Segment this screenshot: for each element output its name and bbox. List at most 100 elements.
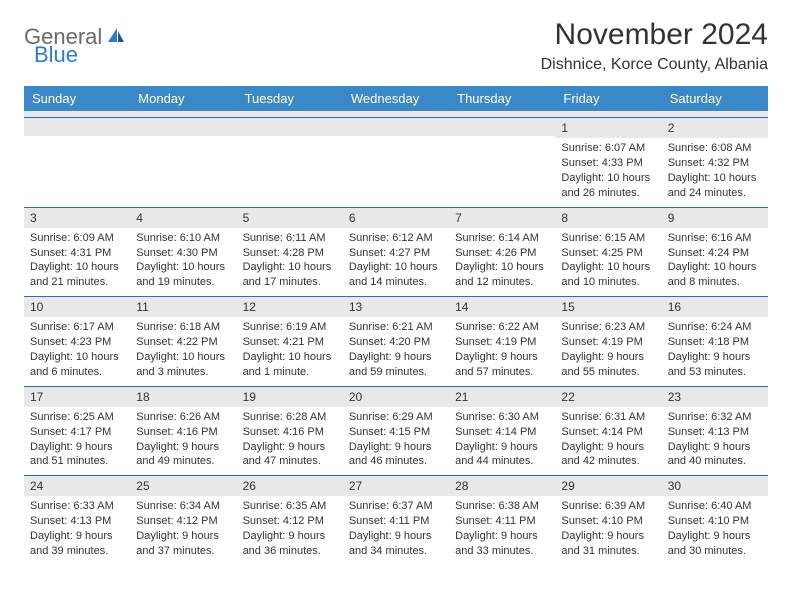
day-number: 21	[449, 387, 555, 407]
day-number: 28	[449, 476, 555, 496]
week-row: 17Sunrise: 6:25 AMSunset: 4:17 PMDayligh…	[24, 386, 768, 476]
day-number	[237, 118, 343, 136]
sunrise-text: Sunrise: 6:35 AM	[243, 499, 337, 514]
weekday-header-cell: Tuesday	[237, 86, 343, 111]
sunset-text: Sunset: 4:17 PM	[30, 425, 124, 440]
daylight-text: Daylight: 9 hours and 36 minutes.	[243, 529, 337, 559]
sunrise-text: Sunrise: 6:09 AM	[30, 231, 124, 246]
weekday-header-cell: Wednesday	[343, 86, 449, 111]
day-cell	[343, 118, 449, 207]
day-number: 1	[555, 118, 661, 138]
daylight-text: Daylight: 10 hours and 21 minutes.	[30, 260, 124, 290]
sunset-text: Sunset: 4:32 PM	[668, 156, 762, 171]
logo-sail-icon	[106, 26, 126, 49]
day-number: 26	[237, 476, 343, 496]
day-cell	[237, 118, 343, 207]
sunrise-text: Sunrise: 6:08 AM	[668, 141, 762, 156]
day-cell: 21Sunrise: 6:30 AMSunset: 4:14 PMDayligh…	[449, 387, 555, 476]
daylight-text: Daylight: 10 hours and 19 minutes.	[136, 260, 230, 290]
daylight-text: Daylight: 10 hours and 24 minutes.	[668, 171, 762, 201]
day-number: 12	[237, 297, 343, 317]
sunrise-text: Sunrise: 6:34 AM	[136, 499, 230, 514]
sunset-text: Sunset: 4:12 PM	[243, 514, 337, 529]
sunset-text: Sunset: 4:13 PM	[30, 514, 124, 529]
week-row: 3Sunrise: 6:09 AMSunset: 4:31 PMDaylight…	[24, 207, 768, 297]
weeks-container: 1Sunrise: 6:07 AMSunset: 4:33 PMDaylight…	[24, 117, 768, 565]
sunrise-text: Sunrise: 6:37 AM	[349, 499, 443, 514]
day-number	[24, 118, 130, 136]
sunset-text: Sunset: 4:14 PM	[455, 425, 549, 440]
sunrise-text: Sunrise: 6:25 AM	[30, 410, 124, 425]
day-cell	[130, 118, 236, 207]
day-cell: 19Sunrise: 6:28 AMSunset: 4:16 PMDayligh…	[237, 387, 343, 476]
sunset-text: Sunset: 4:14 PM	[561, 425, 655, 440]
weekday-header-cell: Saturday	[662, 86, 768, 111]
day-number: 6	[343, 208, 449, 228]
sunrise-text: Sunrise: 6:31 AM	[561, 410, 655, 425]
weekday-header-cell: Sunday	[24, 86, 130, 111]
sunset-text: Sunset: 4:30 PM	[136, 246, 230, 261]
sunset-text: Sunset: 4:18 PM	[668, 335, 762, 350]
day-number	[343, 118, 449, 136]
sunrise-text: Sunrise: 6:23 AM	[561, 320, 655, 335]
sunset-text: Sunset: 4:19 PM	[561, 335, 655, 350]
day-cell: 13Sunrise: 6:21 AMSunset: 4:20 PMDayligh…	[343, 297, 449, 386]
day-cell: 4Sunrise: 6:10 AMSunset: 4:30 PMDaylight…	[130, 208, 236, 297]
daylight-text: Daylight: 9 hours and 37 minutes.	[136, 529, 230, 559]
weekday-header-cell: Thursday	[449, 86, 555, 111]
day-cell: 6Sunrise: 6:12 AMSunset: 4:27 PMDaylight…	[343, 208, 449, 297]
location-text: Dishnice, Korce County, Albania	[541, 56, 768, 74]
day-number: 30	[662, 476, 768, 496]
daylight-text: Daylight: 10 hours and 6 minutes.	[30, 350, 124, 380]
daylight-text: Daylight: 10 hours and 10 minutes.	[561, 260, 655, 290]
day-number: 16	[662, 297, 768, 317]
day-number: 7	[449, 208, 555, 228]
day-cell	[24, 118, 130, 207]
sunrise-text: Sunrise: 6:39 AM	[561, 499, 655, 514]
day-number: 14	[449, 297, 555, 317]
day-number	[130, 118, 236, 136]
weekday-header-cell: Friday	[555, 86, 661, 111]
daylight-text: Daylight: 9 hours and 40 minutes.	[668, 440, 762, 470]
daylight-text: Daylight: 9 hours and 46 minutes.	[349, 440, 443, 470]
day-number: 15	[555, 297, 661, 317]
sunrise-text: Sunrise: 6:22 AM	[455, 320, 549, 335]
daylight-text: Daylight: 10 hours and 14 minutes.	[349, 260, 443, 290]
day-number: 3	[24, 208, 130, 228]
sunset-text: Sunset: 4:27 PM	[349, 246, 443, 261]
sunrise-text: Sunrise: 6:18 AM	[136, 320, 230, 335]
day-cell: 30Sunrise: 6:40 AMSunset: 4:10 PMDayligh…	[662, 476, 768, 565]
day-cell: 7Sunrise: 6:14 AMSunset: 4:26 PMDaylight…	[449, 208, 555, 297]
sunset-text: Sunset: 4:24 PM	[668, 246, 762, 261]
day-cell: 24Sunrise: 6:33 AMSunset: 4:13 PMDayligh…	[24, 476, 130, 565]
sunrise-text: Sunrise: 6:14 AM	[455, 231, 549, 246]
day-cell: 17Sunrise: 6:25 AMSunset: 4:17 PMDayligh…	[24, 387, 130, 476]
day-number: 27	[343, 476, 449, 496]
sunrise-text: Sunrise: 6:11 AM	[243, 231, 337, 246]
day-number: 23	[662, 387, 768, 407]
day-cell: 18Sunrise: 6:26 AMSunset: 4:16 PMDayligh…	[130, 387, 236, 476]
sunrise-text: Sunrise: 6:28 AM	[243, 410, 337, 425]
sunset-text: Sunset: 4:22 PM	[136, 335, 230, 350]
weekday-header: SundayMondayTuesdayWednesdayThursdayFrid…	[24, 86, 768, 111]
day-cell: 1Sunrise: 6:07 AMSunset: 4:33 PMDaylight…	[555, 118, 661, 207]
daylight-text: Daylight: 9 hours and 42 minutes.	[561, 440, 655, 470]
daylight-text: Daylight: 9 hours and 44 minutes.	[455, 440, 549, 470]
day-cell: 29Sunrise: 6:39 AMSunset: 4:10 PMDayligh…	[555, 476, 661, 565]
sunset-text: Sunset: 4:25 PM	[561, 246, 655, 261]
day-number: 13	[343, 297, 449, 317]
daylight-text: Daylight: 10 hours and 8 minutes.	[668, 260, 762, 290]
day-cell: 28Sunrise: 6:38 AMSunset: 4:11 PMDayligh…	[449, 476, 555, 565]
sunset-text: Sunset: 4:11 PM	[349, 514, 443, 529]
sunrise-text: Sunrise: 6:07 AM	[561, 141, 655, 156]
day-number: 22	[555, 387, 661, 407]
sunrise-text: Sunrise: 6:21 AM	[349, 320, 443, 335]
logo-text-blue: Blue	[34, 42, 78, 67]
sunset-text: Sunset: 4:15 PM	[349, 425, 443, 440]
daylight-text: Daylight: 10 hours and 26 minutes.	[561, 171, 655, 201]
sunset-text: Sunset: 4:12 PM	[136, 514, 230, 529]
day-cell: 23Sunrise: 6:32 AMSunset: 4:13 PMDayligh…	[662, 387, 768, 476]
day-number: 20	[343, 387, 449, 407]
day-number	[449, 118, 555, 136]
daylight-text: Daylight: 9 hours and 51 minutes.	[30, 440, 124, 470]
